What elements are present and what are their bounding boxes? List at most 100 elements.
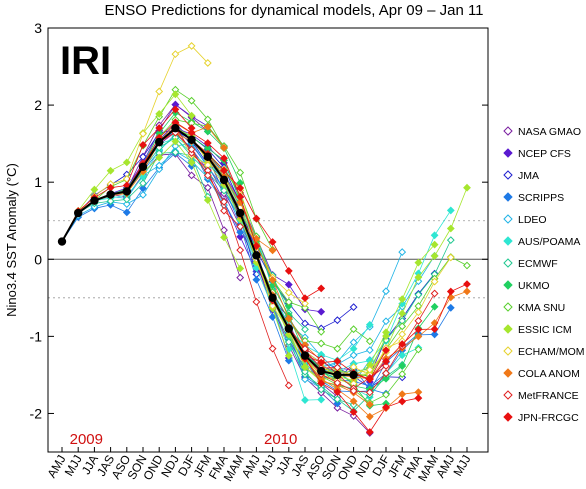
forecast-point <box>268 238 277 246</box>
forecast-point <box>382 369 390 378</box>
forecast-point <box>398 309 407 318</box>
year-label: 2010 <box>264 431 297 448</box>
forecast-point <box>187 171 196 180</box>
forecast-point <box>284 267 293 275</box>
forecast-point <box>398 390 407 399</box>
forecast-point <box>349 344 358 353</box>
forecast-point <box>122 208 131 217</box>
legend-marker <box>503 192 513 202</box>
forecast-point <box>463 261 471 270</box>
forecast-point <box>317 339 326 348</box>
forecast-point <box>349 303 358 312</box>
forecast-point <box>203 183 212 192</box>
forecast-point <box>220 206 228 215</box>
forecast-point <box>268 276 277 284</box>
forecast-point <box>203 196 212 205</box>
forecast-point <box>382 328 390 337</box>
forecast-point <box>284 288 293 297</box>
legend-label: ESSIC ICM <box>518 324 572 336</box>
forecast-point <box>139 190 147 199</box>
forecast-point <box>187 42 196 50</box>
forecast-point <box>171 105 180 114</box>
forecast-point <box>463 287 471 296</box>
forecast-point <box>365 412 374 421</box>
legend-item: NCEP CFS <box>503 148 571 160</box>
forecast-point <box>268 313 277 321</box>
forecast-point <box>122 158 131 167</box>
observed-point <box>236 208 245 218</box>
forecast-point <box>203 127 212 136</box>
forecast-point <box>317 358 326 367</box>
forecast-point <box>463 280 471 289</box>
legend-label: SCRIPPS <box>518 192 564 204</box>
forecast-point <box>203 59 212 67</box>
forecast-point <box>398 295 407 304</box>
forecast-point <box>236 232 245 241</box>
observed-point <box>106 190 115 199</box>
forecast-point <box>317 284 326 293</box>
forecast-point <box>365 320 374 329</box>
forecast-point <box>220 154 228 163</box>
year-labels: 2009 2010 <box>70 431 298 448</box>
forecast-point <box>333 395 342 404</box>
forecast-point <box>430 252 439 260</box>
observed-point <box>138 162 148 171</box>
forecast-point <box>365 337 374 346</box>
forecast-point <box>446 253 455 262</box>
forecast-point <box>284 351 293 360</box>
plot-frame <box>47 27 489 453</box>
legend-marker <box>503 412 513 422</box>
forecast-point <box>382 317 390 326</box>
forecast-point <box>333 357 342 366</box>
forecast-point <box>236 264 245 273</box>
forecast-point <box>333 403 342 412</box>
legend: NASA GMAO NCEP CFS JMA SCRIPPS LDEO AUS/POAMA… <box>503 126 585 424</box>
forecast-point <box>220 197 228 206</box>
model-series-layer <box>58 42 471 437</box>
observed-point <box>252 251 261 260</box>
legend-marker <box>503 126 513 136</box>
forecast-point <box>203 139 212 147</box>
forecast-point <box>284 381 293 390</box>
forecast-point <box>317 327 326 336</box>
forecast-point <box>446 287 455 296</box>
y-axis-label: Nino3.4 SST Anomaly (°C) <box>4 163 19 317</box>
forecast-point <box>220 166 228 175</box>
forecast-point <box>382 362 390 370</box>
observed-point <box>171 124 180 133</box>
forecast-point <box>106 197 115 205</box>
forecast-point <box>106 166 115 175</box>
forecast-point <box>301 367 309 376</box>
series-ncep-cfs <box>90 100 390 386</box>
forecast-point <box>284 314 293 323</box>
forecast-point <box>171 148 180 157</box>
forecast-point <box>155 110 164 118</box>
forecast-point <box>317 379 326 388</box>
legend-label: UKMO <box>518 280 550 292</box>
forecast-point <box>268 246 277 255</box>
forecast-point <box>430 330 439 339</box>
y-tick-label: 0 <box>34 251 42 267</box>
forecast-point <box>398 351 407 360</box>
forecast-point <box>333 399 342 408</box>
forecast-point <box>333 378 342 387</box>
legend-label: ECHAM/MOM <box>518 346 585 358</box>
forecast-point <box>414 273 423 282</box>
forecast-point <box>365 428 374 436</box>
forecast-point <box>382 390 390 399</box>
legend-label: NCEP CFS <box>518 148 571 160</box>
forecast-point <box>252 242 261 250</box>
forecast-point <box>284 302 293 310</box>
legend-label: KMA SNU <box>518 302 565 314</box>
legend-item: ESSIC ICM <box>503 324 572 336</box>
series-echam-mom <box>74 42 455 388</box>
forecast-point <box>414 258 423 267</box>
legend-item: COLA ANOM <box>503 368 580 380</box>
forecast-point <box>187 96 196 105</box>
forecast-point <box>236 184 245 192</box>
forecast-point <box>155 87 164 96</box>
forecast-point <box>349 351 358 360</box>
forecast-point <box>430 240 439 249</box>
observed-series-layer <box>57 124 358 380</box>
